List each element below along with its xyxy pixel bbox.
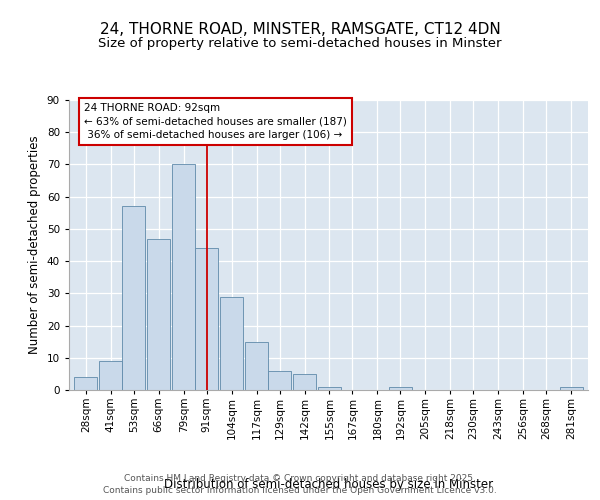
Bar <box>560 387 583 390</box>
Bar <box>220 296 243 390</box>
Y-axis label: Number of semi-detached properties: Number of semi-detached properties <box>28 136 41 354</box>
Text: 24 THORNE ROAD: 92sqm
← 63% of semi-detached houses are smaller (187)
 36% of se: 24 THORNE ROAD: 92sqm ← 63% of semi-deta… <box>84 103 347 140</box>
Text: Contains HM Land Registry data © Crown copyright and database right 2025.
Contai: Contains HM Land Registry data © Crown c… <box>103 474 497 495</box>
Bar <box>245 342 268 390</box>
Bar <box>99 361 122 390</box>
Text: Size of property relative to semi-detached houses in Minster: Size of property relative to semi-detach… <box>98 38 502 51</box>
Text: 24, THORNE ROAD, MINSTER, RAMSGATE, CT12 4DN: 24, THORNE ROAD, MINSTER, RAMSGATE, CT12… <box>100 22 500 38</box>
Bar <box>389 387 412 390</box>
Bar <box>122 206 145 390</box>
Bar <box>318 387 341 390</box>
X-axis label: Distribution of semi-detached houses by size in Minster: Distribution of semi-detached houses by … <box>164 478 493 491</box>
Bar <box>147 238 170 390</box>
Bar <box>74 377 97 390</box>
Bar <box>268 370 291 390</box>
Bar <box>172 164 195 390</box>
Bar <box>195 248 218 390</box>
Bar <box>293 374 316 390</box>
